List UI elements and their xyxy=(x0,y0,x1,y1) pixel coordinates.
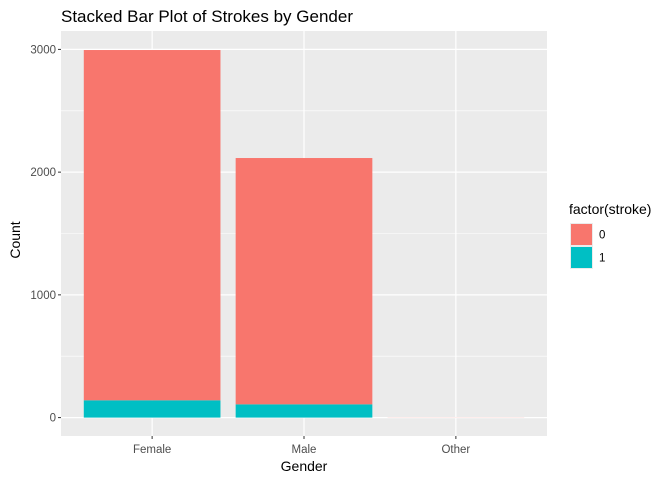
bar-male-stroke-0 xyxy=(235,158,373,405)
legend-key-swatch xyxy=(571,224,592,245)
y-tick-label: 1000 xyxy=(30,290,56,302)
chart-title: Stacked Bar Plot of Strokes by Gender xyxy=(61,7,353,26)
x-tick-label: Other xyxy=(441,444,470,456)
y-axis-title: Count xyxy=(7,221,23,258)
x-tick-label: Female xyxy=(133,444,171,456)
legend-key-swatch xyxy=(571,247,592,268)
legend-label: 0 xyxy=(599,230,605,242)
y-tick-label: 2000 xyxy=(30,167,56,179)
bar-male-stroke-1 xyxy=(235,404,373,418)
legend-label: 1 xyxy=(599,253,605,265)
y-axis: 0 1000 2000 3000 xyxy=(30,44,61,425)
y-tick-label: 0 xyxy=(50,413,56,425)
legend: factor(stroke) 0 1 xyxy=(569,201,651,269)
x-axis-title: Gender xyxy=(281,458,328,474)
bar-female-stroke-1 xyxy=(83,400,221,418)
bar-female-stroke-0 xyxy=(83,50,221,401)
x-tick-label: Male xyxy=(292,444,317,456)
x-axis: Female Male Other xyxy=(133,436,470,456)
bars xyxy=(83,50,525,418)
legend-title: factor(stroke) xyxy=(569,201,651,217)
y-tick-label: 3000 xyxy=(30,44,56,56)
